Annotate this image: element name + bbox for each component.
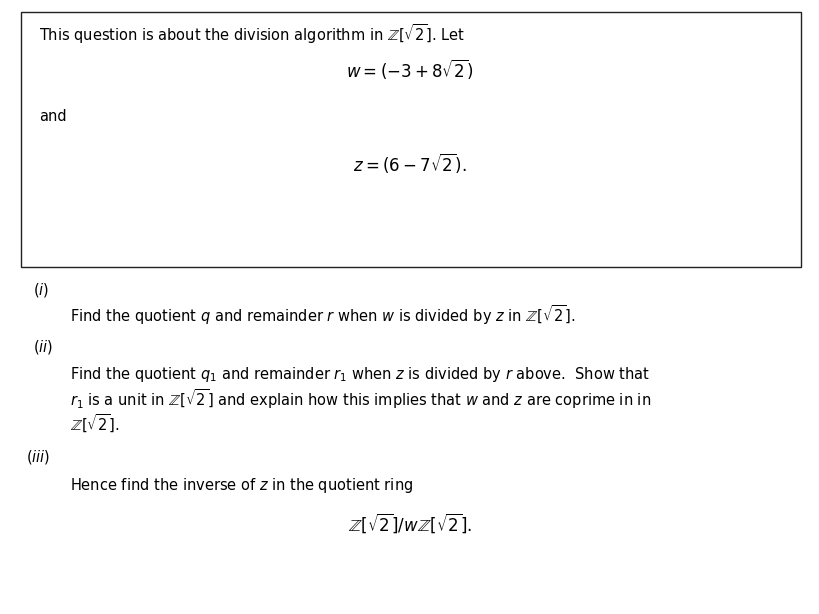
Text: and: and	[39, 109, 67, 124]
Text: $(iii)$: $(iii)$	[26, 448, 51, 467]
Text: $\mathbb{Z}[\sqrt{2}]/w\mathbb{Z}[\sqrt{2}].$: $\mathbb{Z}[\sqrt{2}]/w\mathbb{Z}[\sqrt{…	[347, 511, 472, 535]
Bar	[20, 12, 800, 267]
Text: $w = (-3 + 8\sqrt{2})$: $w = (-3 + 8\sqrt{2})$	[346, 57, 473, 82]
Text: $r_1$ is a unit in $\mathbb{Z}[\sqrt{2}]$ and explain how this implies that $w$ : $r_1$ is a unit in $\mathbb{Z}[\sqrt{2}]…	[70, 387, 650, 411]
Text: $(i)$: $(i)$	[33, 281, 49, 299]
Text: Hence find the inverse of $z$ in the quotient ring: Hence find the inverse of $z$ in the quo…	[70, 476, 412, 494]
Text: This question is about the division algorithm in $\mathbb{Z}[\sqrt{2}]$. Let: This question is about the division algo…	[39, 22, 465, 45]
Text: $z = (6 - 7\sqrt{2}).$: $z = (6 - 7\sqrt{2}).$	[353, 150, 466, 175]
Text: Find the quotient $q$ and remainder $r$ when $w$ is divided by $z$ in $\mathbb{Z: Find the quotient $q$ and remainder $r$ …	[70, 303, 574, 327]
Text: $\mathbb{Z}[\sqrt{2}]$.: $\mathbb{Z}[\sqrt{2}]$.	[70, 413, 119, 435]
Text: $(ii)$: $(ii)$	[33, 338, 53, 356]
Text: Find the quotient $q_1$ and remainder $r_1$ when $z$ is divided by $r$ above.  S: Find the quotient $q_1$ and remainder $r…	[70, 365, 649, 384]
